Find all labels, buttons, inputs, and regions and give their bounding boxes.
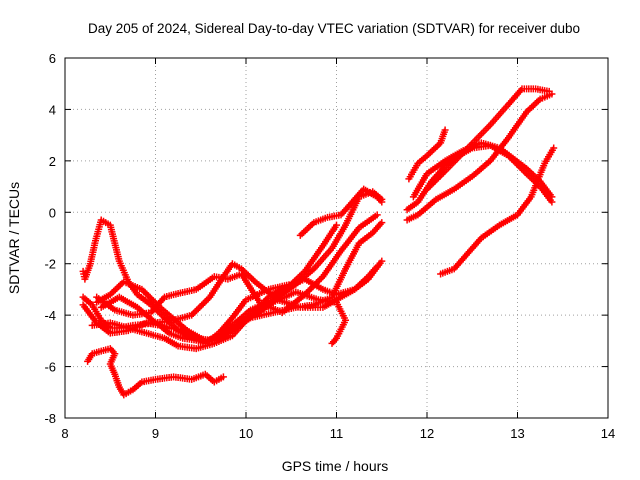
y-tick-label: 2 [49, 154, 56, 169]
axis-ticks: 8 9 10 11 12 13 14 -8 -6 -4 -2 0 2 4 6 [44, 51, 615, 441]
y-tick-label: -8 [44, 411, 56, 426]
series-markers [93, 211, 381, 319]
series-track-14 [423, 85, 553, 193]
series-markers [97, 288, 349, 347]
chart-title: Day 205 of 2024, Sidereal Day-to-day VTE… [88, 21, 580, 36]
series-track-12 [403, 90, 556, 224]
y-tick-label: 6 [49, 51, 56, 66]
x-tick-label: 11 [330, 426, 344, 441]
series-track-9 [296, 185, 386, 239]
x-tick-label: 10 [239, 426, 253, 441]
y-axis-label: SDTVAR / TECUs [6, 182, 22, 294]
x-tick-label: 13 [510, 426, 524, 441]
series-track-1 [84, 345, 227, 399]
series-markers [296, 185, 386, 239]
x-tick-label: 14 [601, 426, 615, 441]
series-markers [88, 257, 386, 353]
y-tick-label: -2 [44, 257, 56, 272]
series-markers [405, 126, 449, 183]
x-tick-label: 12 [420, 426, 434, 441]
y-tick-label: -4 [44, 308, 56, 323]
data-series [79, 85, 558, 399]
series-markers [437, 144, 558, 278]
y-tick-label: 0 [49, 205, 56, 220]
series-markers [403, 90, 556, 224]
x-axis-label: GPS time / hours [282, 458, 389, 474]
y-tick-label: -6 [44, 360, 56, 375]
series-track-7 [93, 211, 381, 319]
series-track-8 [97, 288, 349, 347]
x-tick-label: 8 [61, 426, 68, 441]
series-markers [84, 345, 227, 399]
y-tick-label: 4 [49, 102, 56, 117]
series-markers [423, 85, 553, 193]
series-track-10 [405, 126, 449, 183]
series-track-15 [437, 144, 558, 278]
series-track-5 [88, 257, 386, 353]
x-tick-label: 9 [152, 426, 159, 441]
